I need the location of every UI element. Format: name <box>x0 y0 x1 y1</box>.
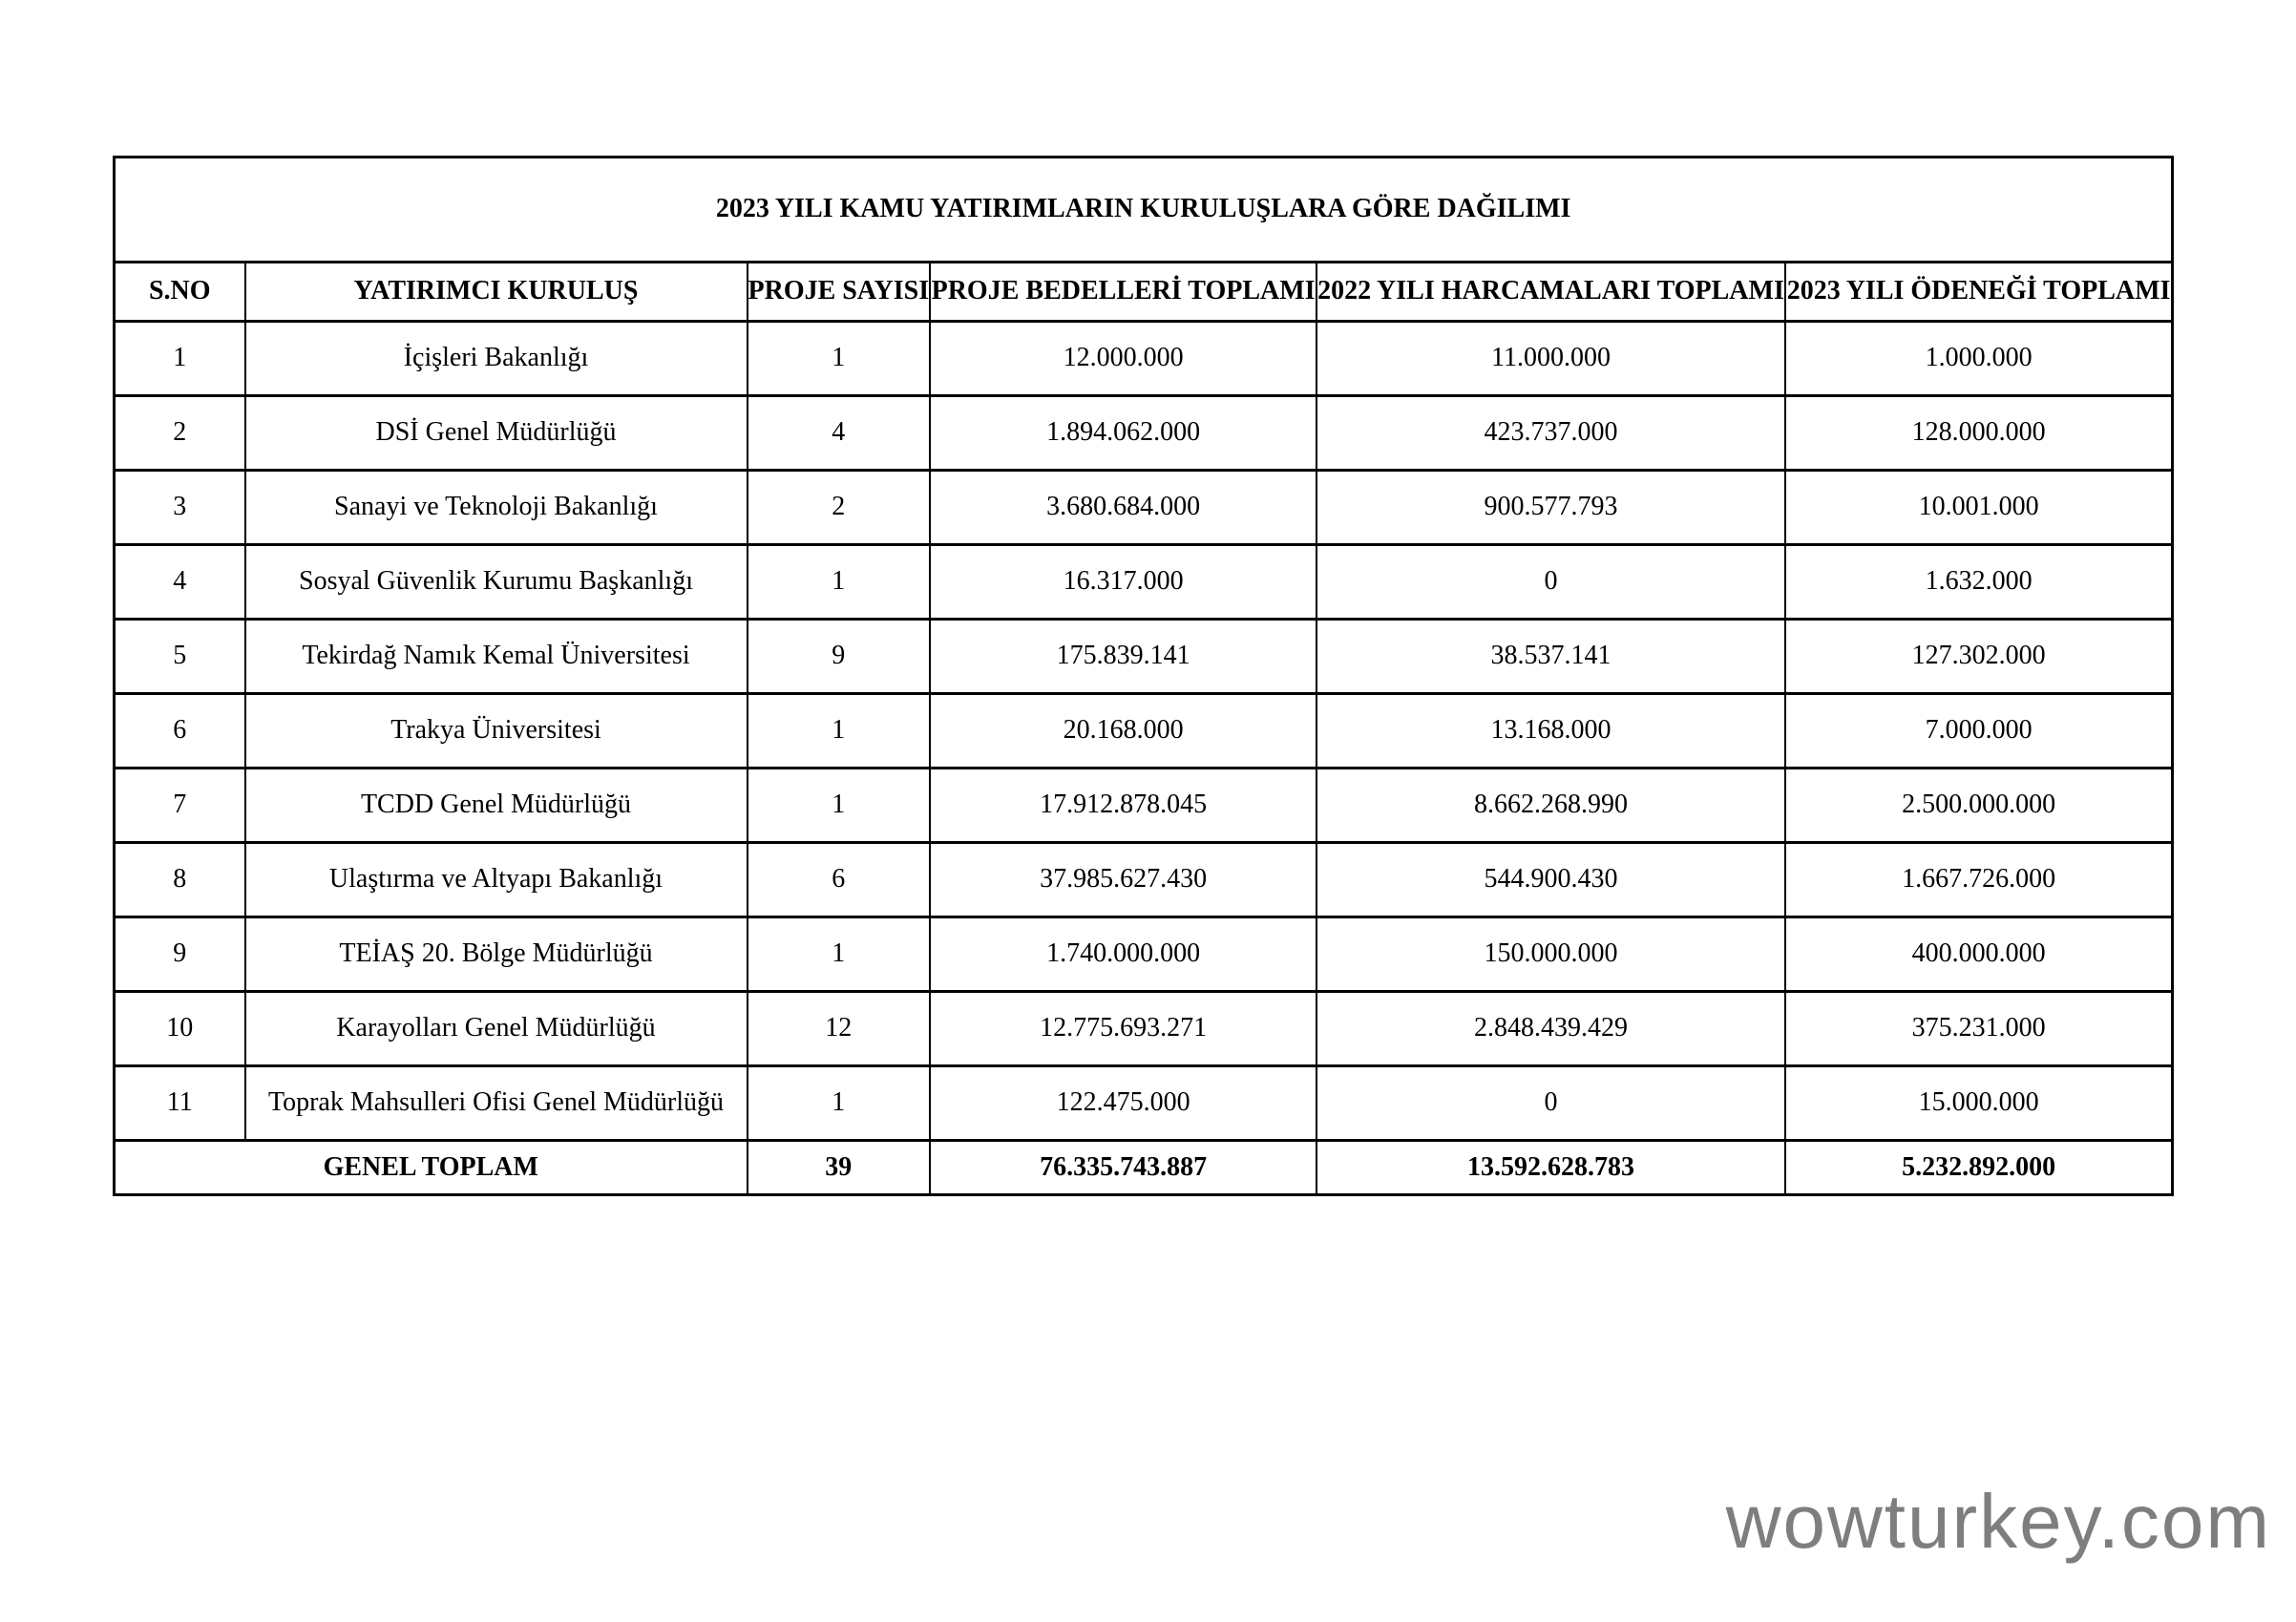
cell-sno: 2 <box>113 394 246 472</box>
cell-kurulus: Tekirdağ Namık Kemal Üniversitesi <box>243 618 748 695</box>
cell-odenek-2023: 7.000.000 <box>1783 692 2174 769</box>
total-label: GENEL TOPLAM <box>113 1139 748 1196</box>
cell-kurulus: Toprak Mahsulleri Ofisi Genel Müdürlüğü <box>243 1064 748 1142</box>
table-row: 6 Trakya Üniversitesi 1 20.168.000 13.16… <box>113 692 2174 769</box>
cell-harcama-2022: 38.537.141 <box>1316 618 1786 695</box>
cell-harcama-2022: 11.000.000 <box>1316 320 1786 397</box>
cell-proje-sayisi: 1 <box>746 767 932 844</box>
table-title-row: 2023 YILI KAMU YATIRIMLARIN KURULUŞLARA … <box>113 156 2174 263</box>
cell-kurulus: Ulaştırma ve Altyapı Bakanlığı <box>243 841 748 918</box>
cell-kurulus: TCDD Genel Müdürlüğü <box>243 767 748 844</box>
cell-odenek-2023: 400.000.000 <box>1783 916 2174 993</box>
column-header-proje-sayisi: PROJE SAYISI <box>746 261 932 323</box>
table-row: 11 Toprak Mahsulleri Ofisi Genel Müdürlü… <box>113 1064 2174 1142</box>
cell-sno: 10 <box>113 990 246 1067</box>
cell-sno: 8 <box>113 841 246 918</box>
cell-proje-sayisi: 9 <box>746 618 932 695</box>
cell-sno: 3 <box>113 469 246 546</box>
table-row: 9 TEİAŞ 20. Bölge Müdürlüğü 1 1.740.000.… <box>113 916 2174 993</box>
cell-proje-sayisi: 4 <box>746 394 932 472</box>
cell-harcama-2022: 150.000.000 <box>1316 916 1786 993</box>
cell-sno: 9 <box>113 916 246 993</box>
cell-odenek-2023: 128.000.000 <box>1783 394 2174 472</box>
cell-proje-sayisi: 2 <box>746 469 932 546</box>
cell-odenek-2023: 15.000.000 <box>1783 1064 2174 1142</box>
cell-kurulus: Trakya Üniversitesi <box>243 692 748 769</box>
cell-harcama-2022: 8.662.268.990 <box>1316 767 1786 844</box>
cell-proje-sayisi: 1 <box>746 916 932 993</box>
table-row: 3 Sanayi ve Teknoloji Bakanlığı 2 3.680.… <box>113 469 2174 546</box>
cell-sno: 7 <box>113 767 246 844</box>
cell-sno: 1 <box>113 320 246 397</box>
cell-kurulus: İçişleri Bakanlığı <box>243 320 748 397</box>
cell-kurulus: Karayolları Genel Müdürlüğü <box>243 990 748 1067</box>
cell-odenek-2023: 1.000.000 <box>1783 320 2174 397</box>
cell-harcama-2022: 423.737.000 <box>1316 394 1786 472</box>
cell-proje-bedeli: 17.912.878.045 <box>929 767 1318 844</box>
cell-sno: 4 <box>113 543 246 621</box>
cell-sno: 5 <box>113 618 246 695</box>
cell-harcama-2022: 13.168.000 <box>1316 692 1786 769</box>
page-title: 2023 YILI KAMU YATIRIMLARIN KURULUŞLARA … <box>113 156 2174 263</box>
table-total-row: GENEL TOPLAM 39 76.335.743.887 13.592.62… <box>113 1139 2174 1196</box>
total-odenek-2023: 5.232.892.000 <box>1783 1139 2174 1196</box>
cell-odenek-2023: 375.231.000 <box>1783 990 2174 1067</box>
cell-proje-bedeli: 12.775.693.271 <box>929 990 1318 1067</box>
cell-proje-bedeli: 20.168.000 <box>929 692 1318 769</box>
cell-proje-bedeli: 1.740.000.000 <box>929 916 1318 993</box>
total-harcama-2022: 13.592.628.783 <box>1316 1139 1786 1196</box>
cell-harcama-2022: 900.577.793 <box>1316 469 1786 546</box>
cell-proje-sayisi: 1 <box>746 543 932 621</box>
total-proje-bedeli: 76.335.743.887 <box>929 1139 1318 1196</box>
cell-harcama-2022: 2.848.439.429 <box>1316 990 1786 1067</box>
watermark-text: wowturkey.com <box>1725 1479 2271 1564</box>
cell-proje-sayisi: 1 <box>746 692 932 769</box>
cell-odenek-2023: 1.632.000 <box>1783 543 2174 621</box>
cell-odenek-2023: 1.667.726.000 <box>1783 841 2174 918</box>
cell-proje-sayisi: 12 <box>746 990 932 1067</box>
cell-proje-bedeli: 1.894.062.000 <box>929 394 1318 472</box>
cell-proje-bedeli: 3.680.684.000 <box>929 469 1318 546</box>
total-proje-sayisi: 39 <box>746 1139 932 1196</box>
cell-proje-sayisi: 1 <box>746 1064 932 1142</box>
table-row: 5 Tekirdağ Namık Kemal Üniversitesi 9 17… <box>113 618 2174 695</box>
cell-sno: 6 <box>113 692 246 769</box>
cell-proje-bedeli: 175.839.141 <box>929 618 1318 695</box>
cell-proje-sayisi: 6 <box>746 841 932 918</box>
column-header-sno: S.NO <box>113 261 246 323</box>
cell-harcama-2022: 0 <box>1316 543 1786 621</box>
cell-proje-bedeli: 37.985.627.430 <box>929 841 1318 918</box>
table-header-row: S.NO YATIRIMCI KURULUŞ PROJE SAYISI PROJ… <box>113 261 2174 323</box>
cell-kurulus: Sosyal Güvenlik Kurumu Başkanlığı <box>243 543 748 621</box>
cell-odenek-2023: 127.302.000 <box>1783 618 2174 695</box>
table-row: 4 Sosyal Güvenlik Kurumu Başkanlığı 1 16… <box>113 543 2174 621</box>
cell-proje-bedeli: 16.317.000 <box>929 543 1318 621</box>
table-row: 10 Karayolları Genel Müdürlüğü 12 12.775… <box>113 990 2174 1067</box>
column-header-proje-bedelleri: PROJE BEDELLERİ TOPLAMI <box>929 261 1318 323</box>
column-header-harcamalari-2022: 2022 YILI HARCAMALARI TOPLAMI <box>1316 261 1786 323</box>
table-row: 8 Ulaştırma ve Altyapı Bakanlığı 6 37.98… <box>113 841 2174 918</box>
table-row: 2 DSİ Genel Müdürlüğü 4 1.894.062.000 42… <box>113 394 2174 472</box>
cell-harcama-2022: 0 <box>1316 1064 1786 1142</box>
cell-proje-bedeli: 12.000.000 <box>929 320 1318 397</box>
cell-kurulus: DSİ Genel Müdürlüğü <box>243 394 748 472</box>
investment-table: 2023 YILI KAMU YATIRIMLARIN KURULUŞLARA … <box>113 156 2175 1196</box>
cell-proje-sayisi: 1 <box>746 320 932 397</box>
cell-harcama-2022: 544.900.430 <box>1316 841 1786 918</box>
column-header-kurulus: YATIRIMCI KURULUŞ <box>243 261 748 323</box>
cell-odenek-2023: 2.500.000.000 <box>1783 767 2174 844</box>
cell-sno: 11 <box>113 1064 246 1142</box>
table-row: 1 İçişleri Bakanlığı 1 12.000.000 11.000… <box>113 320 2174 397</box>
cell-odenek-2023: 10.001.000 <box>1783 469 2174 546</box>
table-row: 7 TCDD Genel Müdürlüğü 1 17.912.878.045 … <box>113 767 2174 844</box>
cell-kurulus: TEİAŞ 20. Bölge Müdürlüğü <box>243 916 748 993</box>
column-header-odenegi-2023: 2023 YILI ÖDENEĞİ TOPLAMI <box>1783 261 2174 323</box>
cell-proje-bedeli: 122.475.000 <box>929 1064 1318 1142</box>
cell-kurulus: Sanayi ve Teknoloji Bakanlığı <box>243 469 748 546</box>
